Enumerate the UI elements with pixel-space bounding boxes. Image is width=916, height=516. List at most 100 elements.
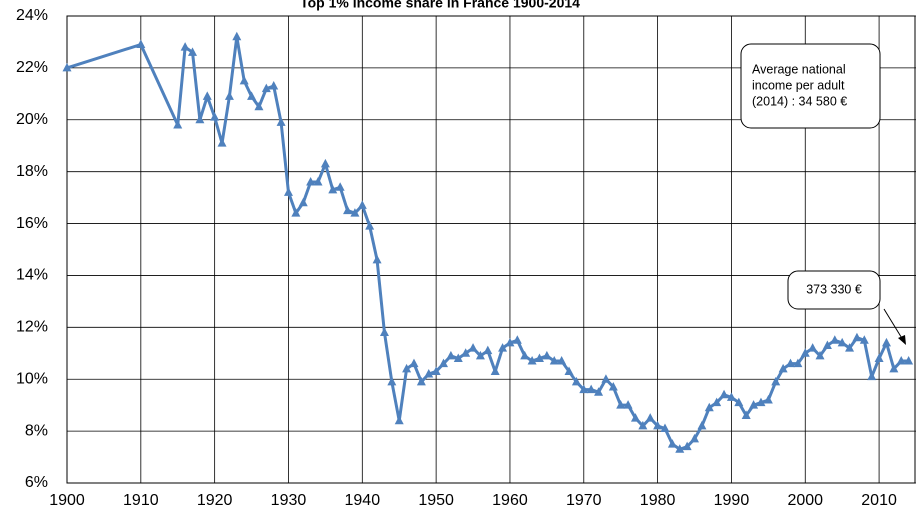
marker [505, 337, 515, 347]
y-tick-label: 12% [16, 319, 48, 336]
marker [217, 138, 227, 147]
marker [822, 340, 832, 349]
marker [557, 356, 567, 365]
marker [808, 343, 818, 352]
y-tick-label: 14% [16, 267, 48, 284]
marker [889, 363, 899, 373]
y-tick-label: 22% [16, 59, 48, 76]
marker [630, 413, 640, 422]
marker [726, 392, 736, 401]
marker [785, 358, 795, 368]
marker [623, 400, 633, 409]
x-tick-label: 1950 [418, 492, 454, 509]
marker [283, 187, 293, 196]
x-tick-label: 1930 [271, 492, 307, 509]
marker [763, 394, 773, 404]
marker [446, 350, 456, 360]
marker [291, 208, 301, 217]
marker [328, 184, 338, 194]
marker [601, 374, 611, 383]
marker [180, 42, 190, 51]
marker [335, 182, 345, 191]
marker [320, 158, 330, 168]
y-tick-label: 10% [16, 370, 48, 387]
marker [778, 363, 788, 373]
marker [468, 343, 478, 352]
marker [837, 337, 847, 347]
annotation-arrow [883, 308, 904, 341]
marker [527, 356, 537, 365]
marker [815, 350, 825, 360]
marker [350, 208, 360, 217]
marker [239, 75, 249, 85]
marker [638, 420, 648, 430]
marker [749, 400, 759, 409]
marker [453, 353, 463, 362]
marker [173, 119, 183, 129]
marker [734, 397, 744, 407]
marker [549, 356, 559, 365]
marker [586, 384, 596, 394]
plot-frame [66, 15, 916, 484]
marker [483, 345, 493, 355]
marker [859, 335, 869, 344]
y-tick-label: 8% [25, 422, 48, 439]
x-tick-label: 1970 [566, 492, 602, 509]
marker [564, 366, 574, 375]
x-tick-label: 2000 [787, 492, 823, 509]
marker [904, 356, 914, 365]
annotation-text: income per adult [752, 78, 845, 92]
marker [534, 353, 544, 362]
marker [475, 350, 485, 360]
x-tick-label: 1920 [197, 492, 233, 509]
marker [254, 101, 264, 111]
x-tick-label: 1900 [49, 492, 85, 509]
marker [136, 39, 146, 49]
marker [313, 177, 323, 186]
x-tick-label: 1960 [492, 492, 528, 509]
annotation-text: (2014) : 34 580 € [752, 94, 847, 108]
annotation-box [787, 270, 881, 310]
marker [306, 177, 316, 186]
marker [675, 444, 685, 453]
marker [276, 117, 286, 126]
marker [867, 371, 877, 381]
marker [830, 335, 840, 344]
x-tick-label: 1910 [123, 492, 159, 509]
marker [608, 382, 618, 391]
marker [387, 376, 397, 386]
marker [394, 415, 404, 425]
marker [232, 31, 242, 41]
marker [571, 376, 581, 386]
y-tick-label: 20% [16, 111, 48, 128]
annotation-arrowhead [898, 335, 906, 345]
marker [616, 400, 626, 409]
marker [261, 83, 271, 93]
marker [690, 433, 700, 443]
marker [439, 358, 449, 368]
x-tick-label: 1990 [714, 492, 750, 509]
marker [195, 114, 205, 124]
marker [579, 384, 589, 394]
y-tick-label: 24% [16, 7, 48, 24]
marker [424, 369, 434, 378]
annotation-text: Average national [752, 62, 846, 76]
marker [874, 353, 884, 362]
marker [793, 358, 803, 368]
x-tick-label: 1980 [640, 492, 676, 509]
y-tick-label: 6% [25, 474, 48, 491]
marker [852, 332, 862, 342]
marker [697, 420, 707, 430]
marker [343, 205, 353, 215]
marker [224, 91, 234, 100]
y-tick-label: 16% [16, 215, 48, 232]
marker [461, 348, 471, 357]
marker [416, 376, 426, 386]
marker [62, 62, 72, 72]
marker [520, 350, 530, 360]
y-tick-label: 18% [16, 163, 48, 180]
marker [402, 363, 412, 373]
marker [800, 348, 810, 357]
marker [365, 221, 375, 230]
